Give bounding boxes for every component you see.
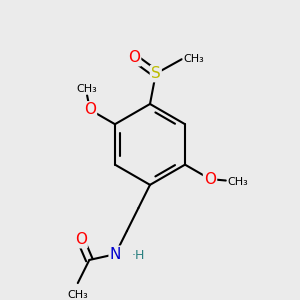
Text: O: O <box>75 232 87 247</box>
Text: N: N <box>110 247 121 262</box>
Text: CH₃: CH₃ <box>227 177 248 187</box>
Text: S: S <box>151 66 161 81</box>
Text: ·H: ·H <box>131 249 145 262</box>
Text: CH₃: CH₃ <box>183 54 204 64</box>
Text: CH₃: CH₃ <box>77 84 98 94</box>
Text: O: O <box>84 102 96 117</box>
Text: CH₃: CH₃ <box>68 290 88 300</box>
Text: O: O <box>204 172 216 187</box>
Text: O: O <box>128 50 140 65</box>
